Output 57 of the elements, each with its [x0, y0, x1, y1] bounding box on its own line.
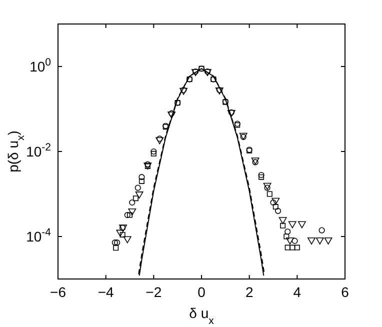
point: [150, 148, 157, 155]
point: [266, 191, 272, 197]
point: [288, 221, 296, 228]
point: [264, 184, 270, 191]
point: [168, 112, 176, 119]
point: [144, 161, 151, 168]
point: [284, 234, 290, 240]
point: [290, 244, 296, 250]
point: [156, 137, 164, 144]
point: [123, 236, 132, 244]
point: [316, 237, 324, 244]
point: [113, 245, 119, 251]
x-tick-label: 2: [245, 284, 254, 300]
point: [284, 244, 290, 250]
point: [284, 228, 291, 235]
point: [318, 227, 325, 234]
y-tick-label: 10$^{-4}$: [26, 226, 52, 244]
x-axis-title: δ u$_{x}$: [189, 305, 215, 327]
point: [292, 238, 298, 244]
point: [127, 212, 132, 218]
x-tick-label: 4: [293, 284, 302, 300]
point: [278, 217, 287, 224]
point: [298, 221, 306, 228]
point: [128, 208, 136, 216]
point: [272, 198, 280, 205]
point: [308, 237, 316, 244]
point: [138, 174, 145, 180]
point: [324, 237, 332, 244]
point: [156, 136, 163, 142]
point: [263, 182, 272, 190]
point: [270, 199, 276, 206]
point: [116, 230, 124, 237]
point: [286, 237, 294, 244]
point: [112, 240, 118, 246]
point: [258, 174, 264, 180]
x-tick-label: 0: [198, 284, 206, 300]
point: [114, 240, 120, 246]
point: [150, 150, 156, 156]
x-tick-label: −4: [98, 284, 114, 300]
point: [168, 110, 175, 116]
point: [135, 192, 144, 199]
y-tick-label: 10$^{-2}$: [26, 141, 52, 160]
point: [274, 208, 282, 214]
point: [280, 222, 286, 228]
point: [134, 184, 141, 191]
point: [129, 199, 136, 206]
point: [132, 196, 138, 202]
x-tick-label: −6: [50, 284, 66, 300]
point: [124, 212, 130, 218]
point: [272, 204, 278, 210]
point: [120, 232, 126, 238]
point: [294, 244, 300, 250]
x-tick-label: 6: [341, 284, 350, 300]
x-tick-label: −2: [146, 284, 162, 300]
point: [138, 178, 144, 184]
y-tick-label: 10$^{0}$: [30, 56, 52, 74]
point: [258, 172, 264, 178]
